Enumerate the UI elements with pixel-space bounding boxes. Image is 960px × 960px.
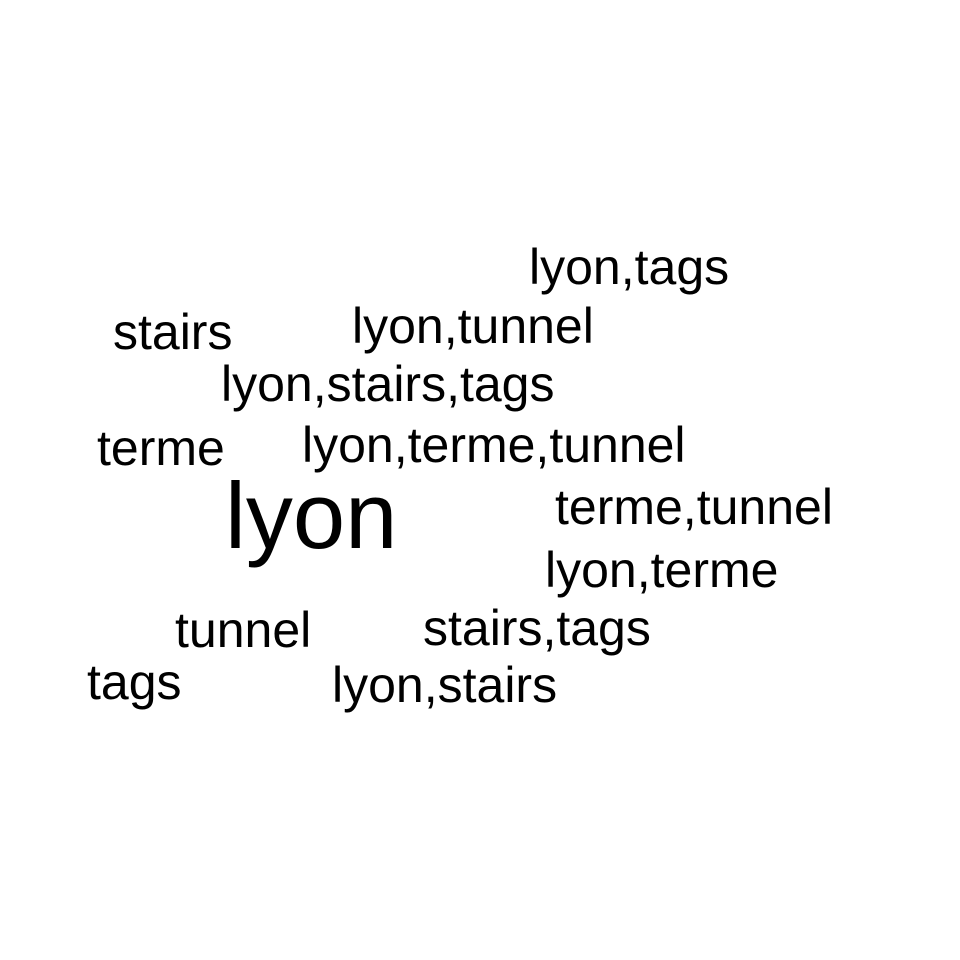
word-stairs: stairs [113,304,233,360]
word-tags: tags [87,654,182,710]
word-stairs-tags: stairs,tags [423,600,651,656]
word-lyon: lyon [225,463,398,568]
word-lyon-terme: lyon,terme [545,542,779,598]
word-lyon-tunnel: lyon,tunnel [352,298,594,354]
word-lyon-stairs: lyon,stairs [332,657,558,713]
word-tunnel: tunnel [175,602,312,658]
word-lyon-stairs-tags: lyon,stairs,tags [221,356,555,412]
word-lyon-terme-tunnel: lyon,terme,tunnel [302,417,686,473]
word-terme-tunnel: terme,tunnel [555,479,833,535]
word-lyon-tags: lyon,tags [529,239,730,295]
word-terme: terme [97,420,225,476]
